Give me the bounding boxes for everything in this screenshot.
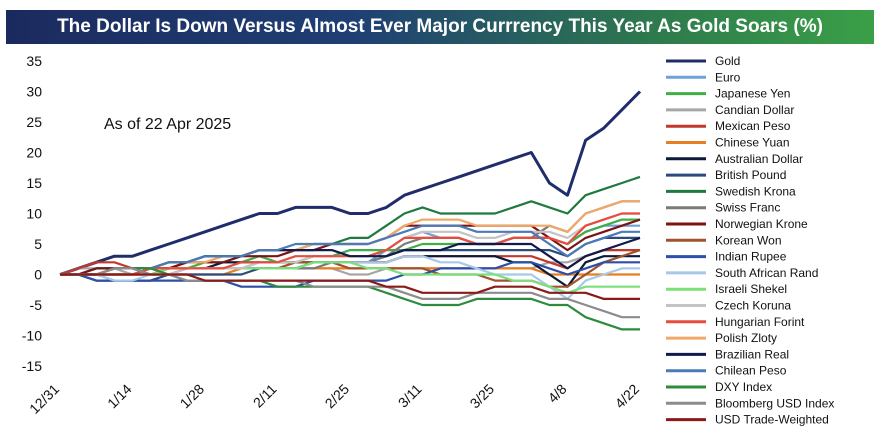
x-tick-label: 4/8 bbox=[545, 381, 570, 406]
legend-item: Swiss Franc bbox=[666, 201, 780, 215]
y-tick-label: 0 bbox=[34, 267, 42, 283]
legend-label: Czech Koruna bbox=[715, 299, 791, 313]
legend-item: Candian Dollar bbox=[666, 103, 794, 117]
legend-item: Gold bbox=[666, 54, 740, 68]
legend-item: British Pound bbox=[666, 168, 786, 182]
legend-label: Hungarian Forint bbox=[715, 315, 805, 329]
legend-label: Israeli Shekel bbox=[715, 282, 787, 296]
y-tick-label: 35 bbox=[26, 53, 42, 69]
series-line-usd-trade-weighted bbox=[60, 273, 640, 300]
y-axis: 35 30 25 20 15 10 5 0 -5 -10 -15 bbox=[22, 53, 42, 374]
legend-label: Korean Won bbox=[715, 233, 782, 247]
legend-label: British Pound bbox=[715, 168, 786, 182]
as-of-annotation: As of 22 Apr 2025 bbox=[104, 116, 231, 133]
legend-label: Bloomberg USD Index bbox=[715, 396, 834, 410]
x-tick-label: 3/11 bbox=[395, 381, 425, 411]
legend-label: Chinese Yuan bbox=[715, 136, 790, 150]
x-tick-label: 4/22 bbox=[612, 381, 643, 412]
legend-item: Swedish Krona bbox=[666, 184, 796, 198]
x-tick-label: 3/25 bbox=[467, 381, 498, 412]
x-tick-label: 2/11 bbox=[250, 381, 280, 411]
legend-item: Bloomberg USD Index bbox=[666, 396, 834, 410]
legend-item: South African Rand bbox=[666, 266, 818, 280]
legend-item: Japanese Yen bbox=[666, 87, 790, 101]
legend-item: Norwegian Krone bbox=[666, 217, 808, 231]
x-tick-label: 1/28 bbox=[177, 381, 208, 412]
legend-label: South African Rand bbox=[715, 266, 818, 280]
legend-label: Swedish Krona bbox=[715, 184, 796, 198]
y-tick-label: -5 bbox=[30, 297, 43, 313]
y-tick-label: 30 bbox=[26, 84, 42, 100]
y-tick-label: 5 bbox=[34, 236, 42, 252]
legend-item: Mexican Peso bbox=[666, 119, 791, 133]
legend-label: Candian Dollar bbox=[715, 103, 794, 117]
legend-label: Gold bbox=[715, 54, 740, 68]
plot-lines bbox=[59, 90, 642, 331]
series-line-israeli-shekel bbox=[60, 261, 640, 294]
legend-item: USD Trade-Weighted bbox=[666, 413, 829, 427]
legend-item: Indian Rupee bbox=[666, 250, 787, 264]
legend-item: DXY Index bbox=[666, 380, 772, 394]
series-line-australian-dollar bbox=[60, 255, 640, 288]
y-tick-label: 15 bbox=[26, 175, 42, 191]
legend-label: DXY Index bbox=[715, 380, 772, 394]
y-tick-label: 10 bbox=[26, 206, 42, 222]
legend-label: Japanese Yen bbox=[715, 87, 790, 101]
legend-item: Israeli Shekel bbox=[666, 282, 787, 296]
series-line-chilean-peso bbox=[60, 224, 640, 276]
legend-item: Czech Koruna bbox=[666, 299, 791, 313]
x-tick-label: 12/31 bbox=[26, 381, 62, 417]
chart-title: The Dollar Is Down Versus Almost Ever Ma… bbox=[6, 10, 874, 44]
legend-item: Hungarian Forint bbox=[666, 315, 805, 329]
legend-label: USD Trade-Weighted bbox=[715, 413, 829, 427]
legend-item: Euro bbox=[666, 70, 741, 84]
series-line-gold bbox=[59, 90, 642, 276]
legend-item: Brazilian Real bbox=[666, 347, 789, 361]
legend-item: Australian Dollar bbox=[666, 152, 803, 166]
legend-item: Korean Won bbox=[666, 233, 782, 247]
legend-label: Indian Rupee bbox=[715, 250, 787, 264]
legend: Gold Euro Japanese Yen Candian Dollar Mexica… bbox=[666, 54, 834, 427]
legend-label: Chilean Peso bbox=[715, 364, 787, 378]
y-tick-label: 20 bbox=[26, 145, 42, 161]
legend-label: Polish Zloty bbox=[715, 331, 777, 345]
legend-item: Chilean Peso bbox=[666, 364, 787, 378]
legend-item: Polish Zloty bbox=[666, 331, 777, 345]
x-tick-label: 1/14 bbox=[104, 381, 135, 412]
legend-label: Brazilian Real bbox=[715, 347, 789, 361]
y-tick-label: -10 bbox=[22, 328, 42, 344]
x-axis: 12/31 1/14 1/28 2/11 2/25 3/11 3/25 4/8 4/22 bbox=[26, 381, 642, 417]
y-tick-label: -15 bbox=[22, 358, 42, 374]
legend-label: Euro bbox=[715, 70, 741, 84]
x-tick-label: 2/25 bbox=[322, 381, 353, 412]
legend-item: Chinese Yuan bbox=[666, 136, 790, 150]
y-tick-label: 25 bbox=[26, 114, 42, 130]
legend-label: Australian Dollar bbox=[715, 152, 803, 166]
legend-label: Norwegian Krone bbox=[715, 217, 808, 231]
legend-label: Mexican Peso bbox=[715, 119, 791, 133]
legend-label: Swiss Franc bbox=[715, 201, 780, 215]
